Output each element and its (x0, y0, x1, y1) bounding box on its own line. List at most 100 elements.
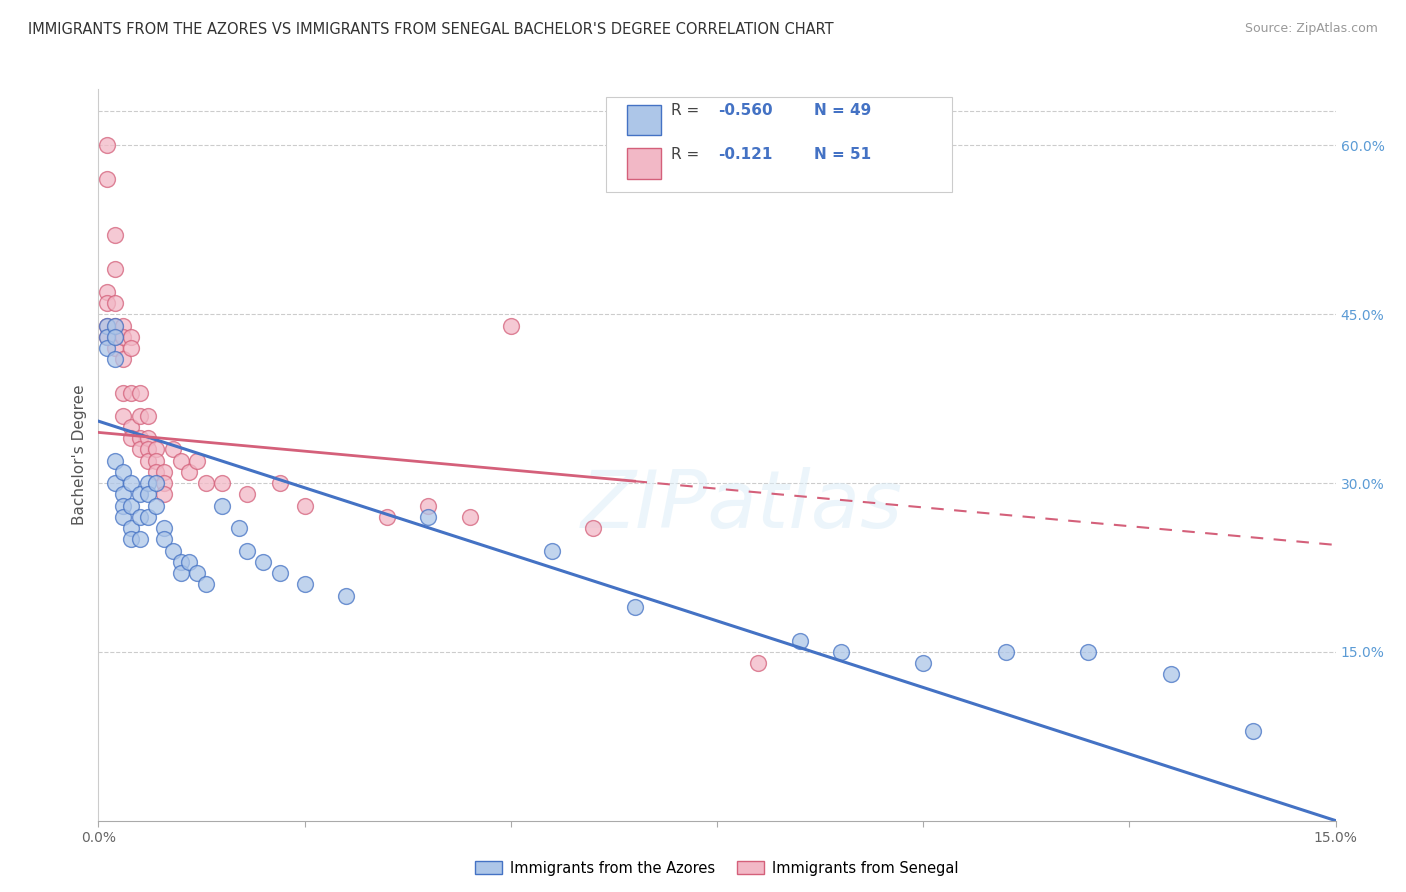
Point (418, 509, 440, 524)
Text: N = 49: N = 49 (814, 103, 870, 119)
Point (170, 555, 193, 569)
Point (120, 419, 142, 434)
Point (120, 341, 142, 355)
Point (170, 453, 193, 467)
Point (541, 543, 564, 558)
Point (96, 318, 118, 333)
Point (1077, 645, 1099, 659)
Point (1241, 723, 1264, 738)
Point (136, 509, 159, 524)
Point (136, 431, 159, 445)
Point (104, 318, 127, 333)
Point (120, 386, 142, 401)
Point (236, 487, 259, 501)
Point (128, 487, 150, 501)
Point (112, 487, 135, 501)
Point (269, 566, 291, 580)
Point (96, 330, 118, 344)
Point (104, 476, 127, 491)
Point (112, 352, 135, 367)
Point (120, 431, 142, 445)
Point (96, 330, 118, 344)
Point (789, 633, 811, 648)
Point (153, 487, 176, 501)
Point (120, 330, 142, 344)
Point (112, 330, 135, 344)
Point (112, 509, 135, 524)
Point (112, 386, 135, 401)
Point (104, 228, 127, 243)
Point (375, 509, 398, 524)
FancyBboxPatch shape (627, 104, 661, 136)
Text: N = 51: N = 51 (814, 147, 870, 162)
Point (252, 555, 274, 569)
Point (145, 499, 167, 513)
Point (994, 645, 1017, 659)
Point (153, 465, 176, 479)
Point (499, 318, 522, 333)
Point (211, 476, 233, 491)
Point (104, 330, 127, 344)
Point (194, 476, 217, 491)
Point (104, 341, 127, 355)
Point (170, 566, 193, 580)
FancyBboxPatch shape (606, 96, 952, 192)
Point (96, 341, 118, 355)
Point (186, 453, 208, 467)
Point (153, 521, 176, 535)
Point (104, 262, 127, 277)
Point (179, 465, 201, 479)
Point (96, 318, 118, 333)
Point (128, 442, 150, 457)
Text: R =: R = (671, 147, 709, 162)
Point (112, 409, 135, 423)
Text: -0.560: -0.560 (718, 103, 773, 119)
Point (128, 509, 150, 524)
Point (120, 521, 142, 535)
Point (162, 442, 184, 457)
Point (1160, 667, 1182, 681)
Text: ZIPatlas: ZIPatlas (581, 467, 903, 545)
Point (236, 543, 259, 558)
Point (104, 318, 127, 333)
Point (186, 566, 208, 580)
Point (136, 476, 159, 491)
Point (145, 476, 167, 491)
Point (104, 330, 127, 344)
Point (145, 442, 167, 457)
Y-axis label: Bachelor's Degree: Bachelor's Degree (72, 384, 87, 525)
Point (112, 318, 135, 333)
Point (120, 476, 142, 491)
Point (153, 533, 176, 547)
Point (458, 509, 481, 524)
Point (294, 577, 316, 591)
Point (96, 172, 118, 186)
Point (136, 409, 159, 423)
Point (112, 465, 135, 479)
Point (128, 533, 150, 547)
Point (153, 476, 176, 491)
Point (104, 453, 127, 467)
Point (96, 296, 118, 310)
Point (112, 499, 135, 513)
Point (830, 645, 852, 659)
Point (623, 599, 645, 614)
Point (145, 453, 167, 467)
Text: Source: ZipAtlas.com: Source: ZipAtlas.com (1244, 22, 1378, 36)
Point (194, 577, 217, 591)
Legend: Immigrants from the Azores, Immigrants from Senegal: Immigrants from the Azores, Immigrants f… (468, 854, 966, 883)
Point (136, 453, 159, 467)
Point (145, 465, 167, 479)
Text: R =: R = (671, 103, 704, 119)
Point (136, 487, 159, 501)
Point (418, 499, 440, 513)
Point (335, 589, 357, 603)
Point (96, 285, 118, 299)
Text: IMMIGRANTS FROM THE AZORES VS IMMIGRANTS FROM SENEGAL BACHELOR'S DEGREE CORRELAT: IMMIGRANTS FROM THE AZORES VS IMMIGRANTS… (28, 22, 834, 37)
Point (120, 499, 142, 513)
Point (128, 386, 150, 401)
Point (228, 521, 250, 535)
Point (747, 656, 769, 670)
Point (179, 555, 201, 569)
FancyBboxPatch shape (627, 148, 661, 179)
